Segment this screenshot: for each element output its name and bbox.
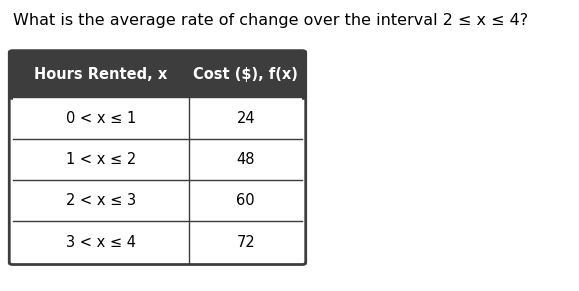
- Text: 2 < x ≤ 3: 2 < x ≤ 3: [66, 193, 136, 208]
- Text: What is the average rate of change over the interval 2 ≤ x ≤ 4?: What is the average rate of change over …: [13, 13, 528, 28]
- Bar: [13, 139, 302, 180]
- Text: 48: 48: [237, 152, 255, 167]
- FancyBboxPatch shape: [8, 50, 307, 100]
- Bar: [13, 180, 302, 221]
- Text: Cost ($), f(x): Cost ($), f(x): [193, 68, 298, 82]
- Bar: [13, 97, 302, 139]
- Text: 0 < x ≤ 1: 0 < x ≤ 1: [66, 111, 136, 126]
- Text: 1 < x ≤ 2: 1 < x ≤ 2: [66, 152, 136, 167]
- Text: Hours Rented, x: Hours Rented, x: [34, 68, 168, 82]
- Text: 24: 24: [236, 111, 255, 126]
- Text: 72: 72: [236, 235, 255, 250]
- Text: 60: 60: [236, 193, 255, 208]
- Bar: [13, 221, 302, 263]
- Text: 3 < x ≤ 4: 3 < x ≤ 4: [66, 235, 136, 250]
